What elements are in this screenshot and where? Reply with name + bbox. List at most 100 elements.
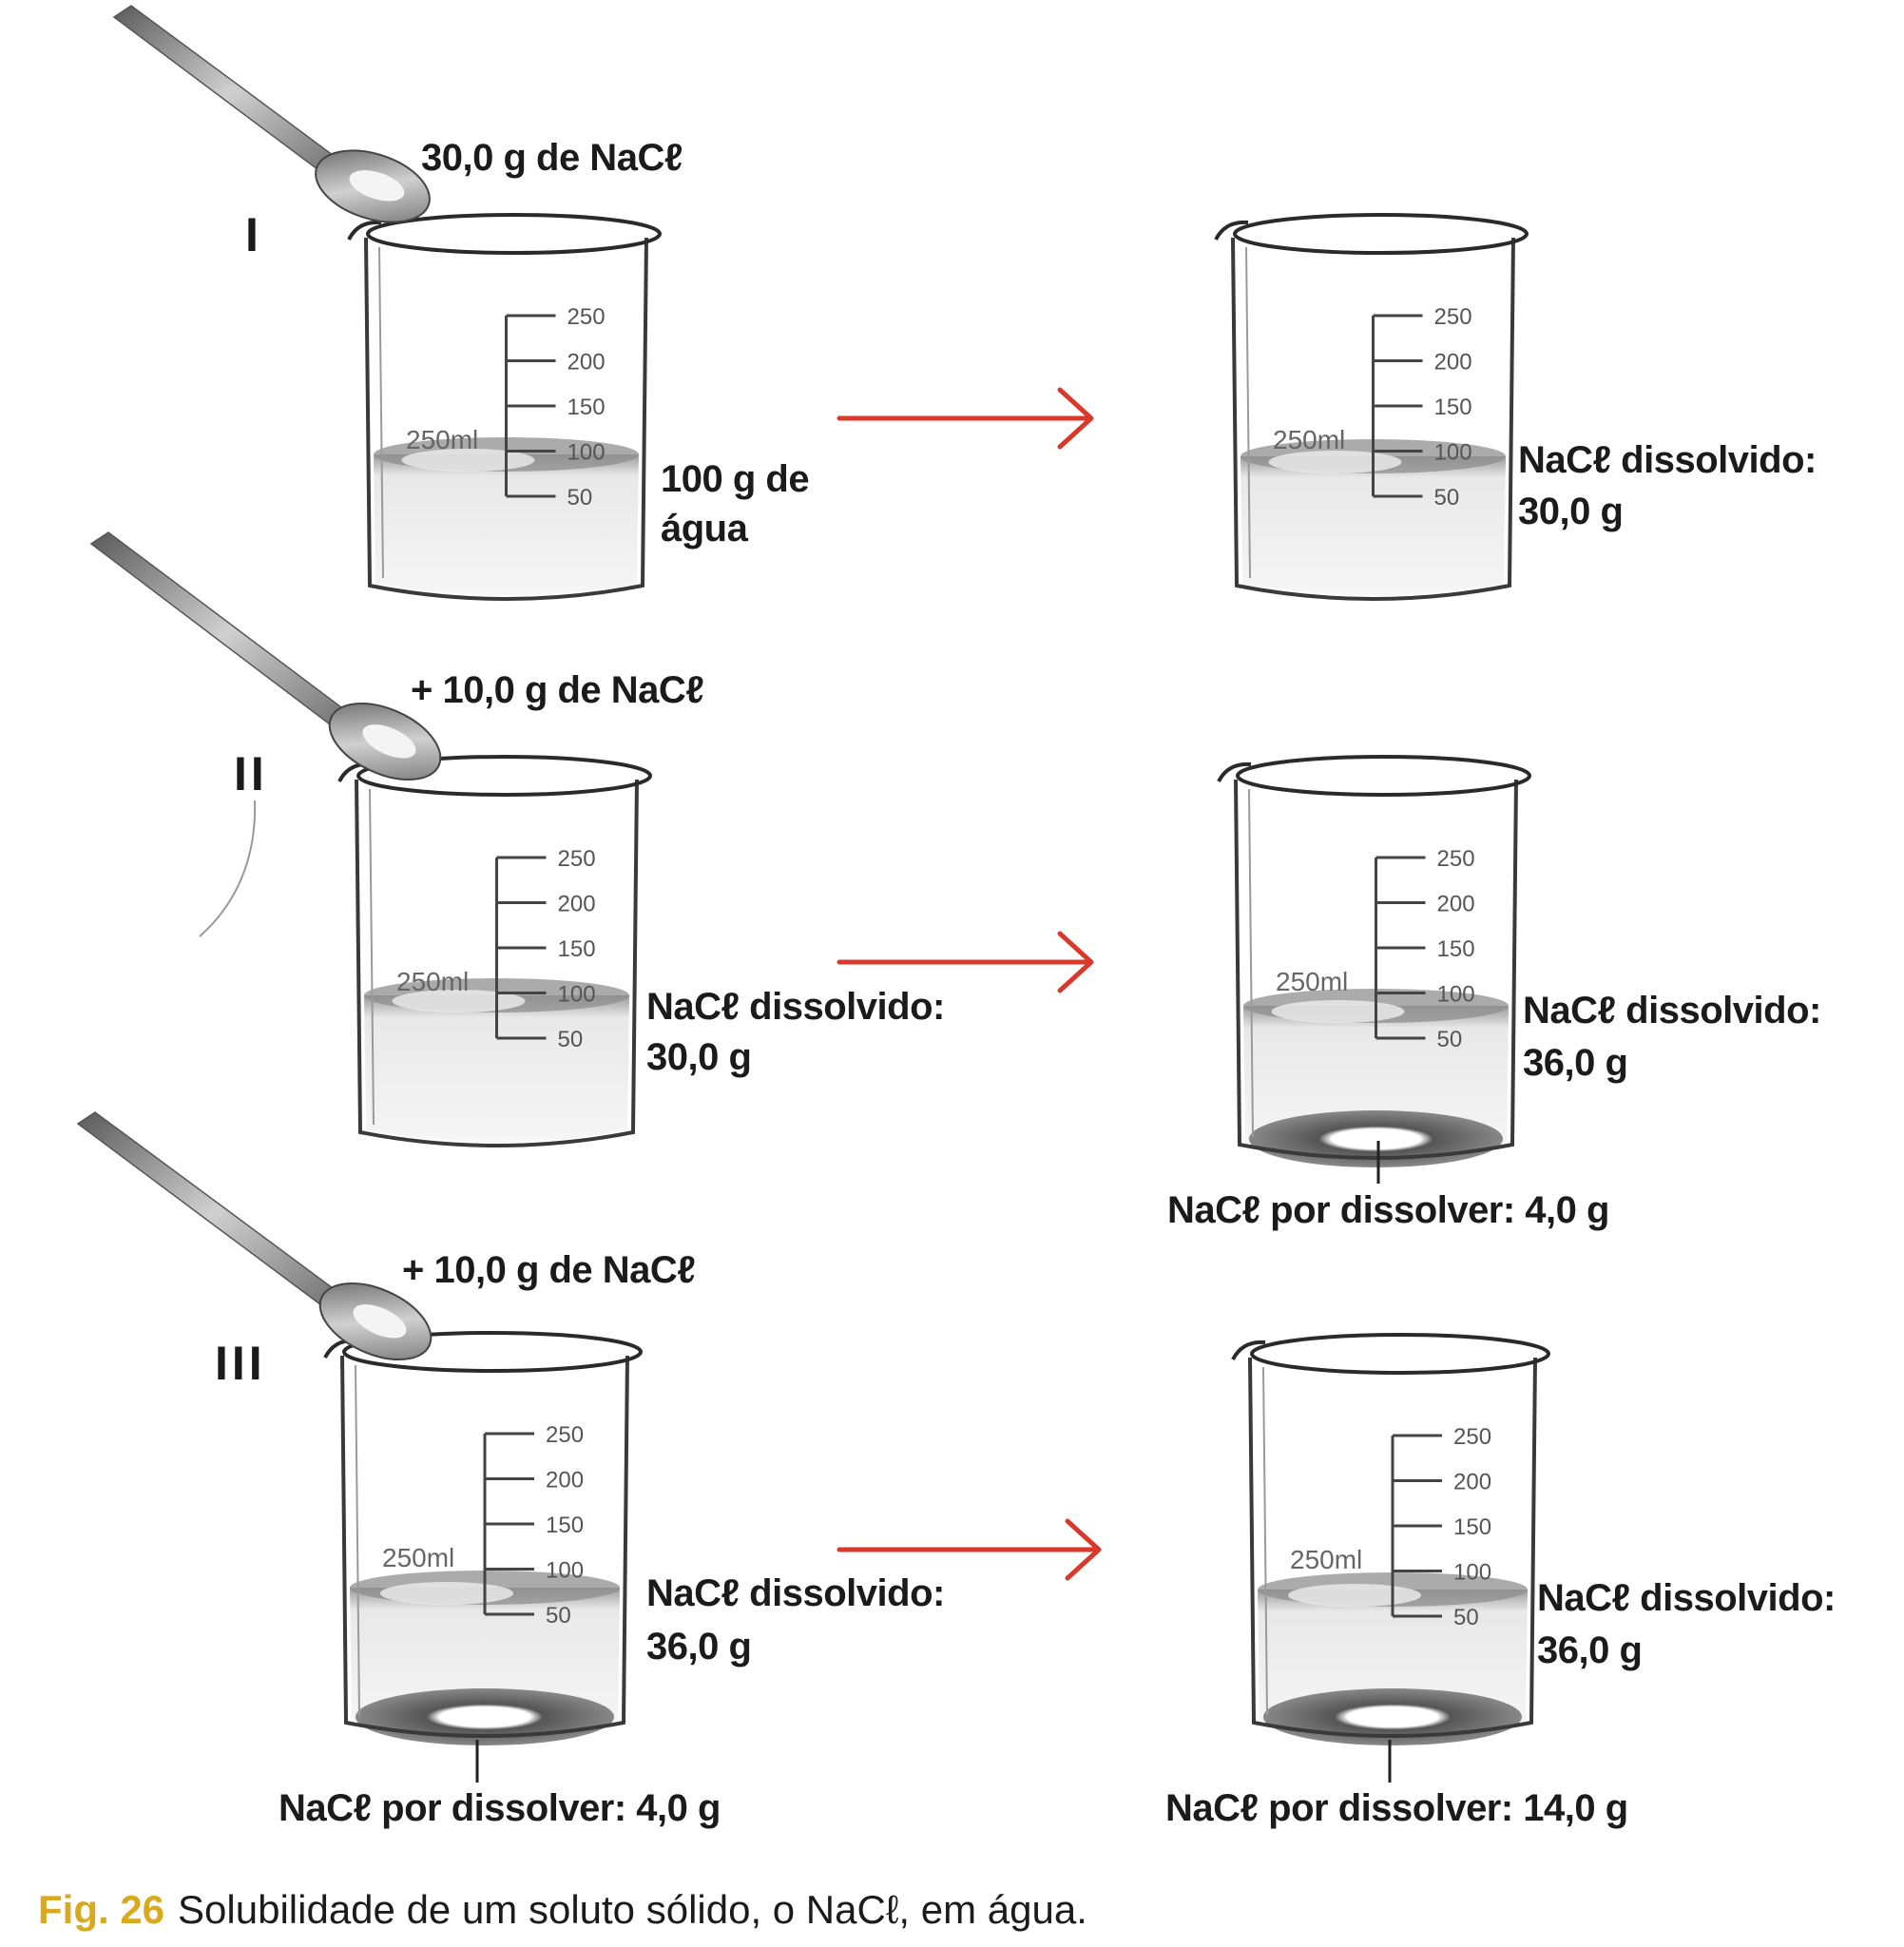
beaker-spout (347, 220, 382, 241)
beaker-spout (1217, 761, 1252, 782)
surface-highlight (1271, 1000, 1405, 1023)
scale-label: 150 (1453, 1514, 1491, 1540)
scale-label: 150 (558, 936, 596, 962)
scale-label: 250 (546, 1422, 584, 1448)
dissolved-label: NaCℓ dissolvido: (1518, 439, 1817, 481)
scale-label: 200 (546, 1468, 584, 1494)
scale-label: 200 (567, 350, 606, 376)
volume-mark: 250ml (396, 967, 469, 996)
decorative-stroke (199, 800, 257, 937)
salt-in-spoon (362, 724, 416, 759)
surface-highlight (392, 990, 526, 1012)
arrow-right-icon (837, 1518, 1102, 1581)
scale-label: 50 (1437, 1027, 1463, 1052)
add-salt-label: 30,0 g de NaCℓ (421, 137, 683, 179)
scale-label: 50 (558, 1027, 584, 1052)
scale-label: 250 (558, 846, 596, 872)
scale-label: 200 (1453, 1470, 1491, 1495)
undissolved-label: NaCℓ por dissolver: 4,0 g (279, 1787, 721, 1829)
beaker-icon: 250 200 150 100 50 250ml (1217, 755, 1531, 1167)
dissolved-label: NaCℓ dissolvido: (1537, 1577, 1836, 1619)
dissolved-amount: 36,0 g (646, 1626, 752, 1667)
salt-in-spoon (349, 170, 405, 202)
beaker-glass (1248, 1357, 1537, 1738)
water-label-line2: água (661, 508, 748, 549)
arrow-right-icon (837, 931, 1094, 993)
scale-label: 150 (1437, 936, 1475, 962)
scale-label: 250 (567, 304, 606, 330)
surface-highlight (1268, 451, 1402, 473)
scale-label: 50 (1434, 485, 1460, 511)
beaker-rim (342, 1331, 643, 1373)
spoon-handle (112, 5, 346, 183)
spoon-icon (89, 531, 442, 781)
dissolved-label: NaCℓ dissolvido: (646, 986, 945, 1028)
scale-label: 200 (1437, 892, 1475, 917)
scale-label: 50 (1453, 1605, 1479, 1630)
salt-in-spoon (353, 1304, 407, 1339)
scale-label: 250 (1434, 304, 1472, 330)
liquid (364, 995, 629, 1142)
scale-label: 150 (546, 1513, 584, 1538)
scale-label: 50 (567, 485, 593, 511)
spoon-handle (89, 531, 358, 738)
beaker-glass (340, 1355, 629, 1738)
scale-label: 100 (1437, 982, 1475, 1008)
beaker-rim (366, 213, 662, 255)
dissolved-amount: 30,0 g (1518, 491, 1624, 532)
scale-label: 250 (1437, 846, 1475, 872)
row-numeral-iii: III (215, 1337, 266, 1390)
add-salt-label: + 10,0 g de NaCℓ (411, 669, 704, 711)
spoon-icon (76, 1111, 433, 1361)
surface-highlight (401, 449, 535, 472)
scale-label: 150 (567, 395, 606, 420)
scale-label: 100 (558, 982, 596, 1008)
beaker-rim (1233, 213, 1529, 255)
glass-reflection (1248, 788, 1254, 1138)
row-numeral-ii: II (234, 747, 268, 800)
water-label-line1: 100 g de (661, 458, 810, 500)
dissolved-amount: 36,0 g (1537, 1629, 1643, 1671)
beaker-spout (1214, 220, 1249, 241)
row-numeral-i: I (245, 208, 262, 261)
dissolved-amount: 30,0 g (646, 1036, 752, 1078)
liquid (374, 454, 639, 595)
dissolved-label: NaCℓ dissolvido: (646, 1572, 945, 1614)
beaker-icon: 250 200 150 100 50 250ml (1214, 213, 1529, 601)
spoon-handle (76, 1111, 349, 1318)
beaker-icon: 250 200 150 100 50 250ml (323, 1331, 643, 1745)
add-salt-label: + 10,0 g de NaCℓ (402, 1249, 696, 1291)
beaker-glass (364, 237, 648, 601)
scale-label: 100 (567, 440, 606, 466)
scale-label: 100 (546, 1558, 584, 1584)
scale-label: 50 (546, 1603, 571, 1629)
figure-number: Fig. 26 (38, 1887, 165, 1932)
surface-highlight (380, 1582, 513, 1605)
dissolved-amount: 36,0 g (1523, 1042, 1628, 1084)
dissolved-label: NaCℓ dissolvido: (1523, 990, 1821, 1031)
figure-caption: Fig. 26 Solubilidade de um soluto sólido,… (38, 1887, 1087, 1933)
surface-highlight (1288, 1584, 1421, 1607)
beaker-icon: 250 200 150 100 50 250ml (347, 213, 662, 601)
glass-reflection (1245, 246, 1251, 579)
undissolved-label: NaCℓ por dissolver: 4,0 g (1167, 1189, 1609, 1231)
beaker-spout (1231, 1340, 1266, 1360)
scale-label: 100 (1434, 440, 1472, 466)
beaker-glass (1234, 779, 1518, 1160)
scale-label: 200 (1434, 350, 1472, 376)
caption-text: Solubilidade de um soluto sólido, o NaCℓ… (178, 1887, 1087, 1932)
scale-label: 150 (1434, 395, 1472, 420)
spoons-layer (76, 5, 442, 1361)
scale-label: 250 (1453, 1424, 1491, 1450)
beaker-glass (355, 779, 639, 1147)
glass-reflection (378, 246, 384, 579)
volume-mark: 250ml (1290, 1545, 1362, 1574)
beaker-icon: 250 200 150 100 50 250ml (337, 755, 652, 1147)
glass-reflection (1262, 1366, 1268, 1716)
glass-reflection (369, 788, 375, 1126)
beakers-layer: 250 200 150 100 50 250ml 250 200 150 100 50 250ml 25… (323, 213, 1550, 1745)
spoon-icon (112, 5, 431, 223)
beaker-rim (1236, 755, 1531, 797)
liquid (1240, 456, 1506, 595)
